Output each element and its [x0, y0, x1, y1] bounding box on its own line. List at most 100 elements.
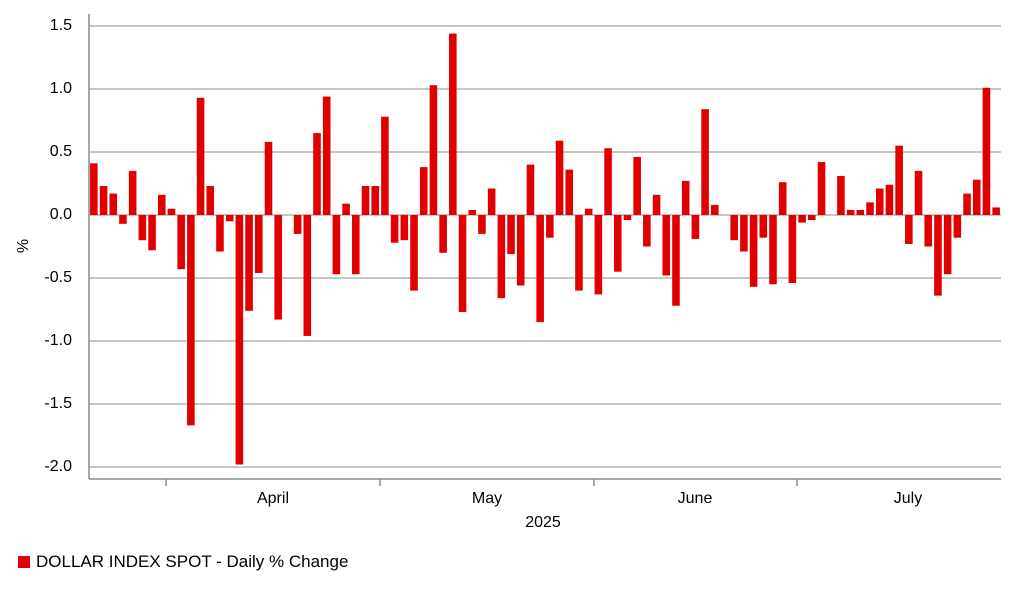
bar: [594, 215, 603, 295]
bar: [652, 194, 661, 215]
bar: [982, 87, 991, 215]
bar: [546, 215, 554, 238]
bar: [225, 215, 234, 222]
bar: [206, 186, 215, 215]
bar: [90, 163, 98, 215]
bar: [672, 215, 680, 306]
bar: [681, 180, 690, 215]
bar: [730, 215, 738, 241]
bar: [167, 208, 176, 215]
bar: [934, 215, 942, 296]
bar: [439, 215, 447, 253]
bar: [953, 215, 962, 238]
bar: [749, 215, 758, 287]
bar: [584, 208, 593, 215]
bar: [846, 209, 855, 215]
y-axis-title: %: [15, 239, 32, 253]
bar: [332, 215, 341, 275]
bar: [516, 215, 525, 286]
bar: [303, 215, 312, 336]
bar: [604, 148, 612, 215]
bar: [196, 97, 205, 215]
bar: [109, 193, 118, 215]
y-tick-label: -1.5: [44, 395, 72, 412]
bar: [885, 184, 894, 215]
bar: [371, 186, 379, 215]
bar: [497, 215, 506, 299]
bar: [914, 170, 923, 215]
bar: [691, 215, 700, 239]
bar: [817, 162, 826, 215]
bar: [613, 215, 622, 272]
bar: [875, 188, 884, 215]
bar: [128, 170, 137, 215]
y-tick-label: -2.0: [44, 458, 72, 475]
bar: [837, 175, 845, 215]
x-tick-label: June: [678, 490, 713, 507]
bar: [245, 215, 253, 311]
bar: [381, 116, 389, 215]
bar: [895, 145, 903, 215]
bar: [352, 215, 360, 275]
bar: [468, 209, 477, 215]
bar: [905, 215, 913, 244]
bar: [943, 215, 952, 275]
y-tick-label: -0.5: [44, 269, 72, 286]
bar: [400, 215, 409, 241]
bar: [662, 215, 671, 276]
bar: [293, 215, 302, 234]
y-tick-label: -1.0: [44, 332, 72, 349]
bar: [119, 215, 127, 224]
x-tick-label: May: [472, 490, 502, 507]
x-axis-title: 2025: [525, 514, 561, 531]
bar: [458, 215, 467, 313]
bar: [575, 215, 583, 291]
bar: [410, 215, 418, 291]
bar: [99, 186, 108, 215]
legend: DOLLAR INDEX SPOT - Daily % Change: [18, 552, 348, 572]
bar: [419, 167, 428, 215]
bar: [507, 215, 515, 255]
bar: [255, 215, 263, 273]
bar: [526, 164, 535, 215]
bar: [866, 202, 874, 215]
x-tick-label: April: [257, 490, 289, 507]
y-tick-label: 0.0: [50, 206, 72, 223]
bar: [216, 215, 224, 252]
bar: [740, 215, 748, 252]
bar: [623, 215, 632, 221]
bar: [235, 215, 244, 465]
bar: [759, 215, 768, 238]
bar: [138, 215, 147, 241]
bars: [90, 33, 1000, 465]
axes: April May June July: [88, 14, 1001, 507]
legend-label: DOLLAR INDEX SPOT - Daily % Change: [36, 552, 349, 571]
bar: [798, 215, 806, 223]
bar: [313, 133, 321, 215]
bar: [449, 33, 457, 216]
bar: [342, 203, 350, 215]
bar: [429, 85, 438, 215]
bar: [536, 215, 544, 323]
bar: [187, 215, 195, 426]
bar: [924, 215, 933, 247]
bar: [643, 215, 651, 247]
bar: [274, 215, 282, 320]
bar: [157, 194, 166, 215]
bar: [992, 207, 1000, 215]
y-tick-label: 1.0: [50, 80, 72, 97]
bar: [390, 215, 399, 243]
bar: [148, 215, 156, 251]
bar: [478, 215, 486, 234]
y-tick-label: 1.5: [50, 17, 72, 34]
bar: [177, 215, 185, 270]
bar: [856, 209, 865, 215]
bar: [361, 186, 370, 215]
x-tick-label: July: [894, 490, 922, 507]
bar: [963, 193, 971, 215]
legend-swatch: [18, 556, 30, 568]
bar: [788, 215, 797, 284]
bar: [264, 141, 273, 215]
